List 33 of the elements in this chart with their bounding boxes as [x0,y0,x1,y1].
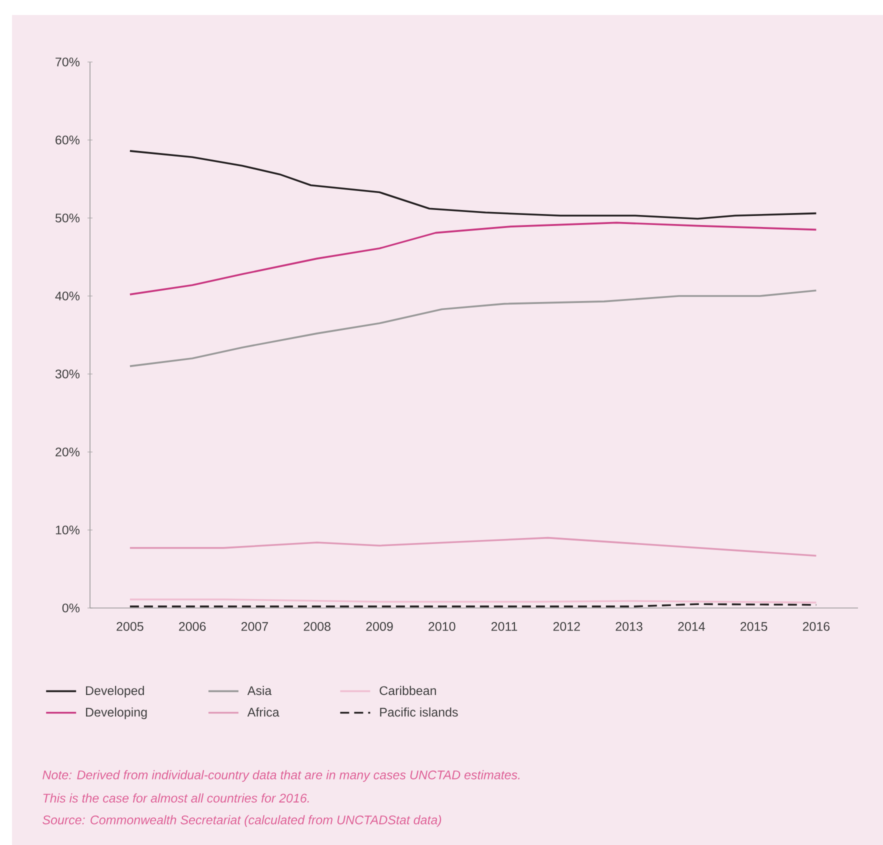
x-tick-label: 2012 [553,622,580,631]
text: Note: Derived from individual-country data that are in many cases UNCTAD estimates. [42,770,520,782]
line-series [129,222,818,296]
x-tick-label: 2014 [678,622,705,631]
x-tick-label: 2006 [179,622,206,631]
y-tick-label: 20% [56,448,80,456]
x-tick-label: 2011 [491,622,518,631]
text: This is the case for almost all countries for 2016. [43,793,309,803]
legend-label: Pacific islands [380,707,458,717]
y-tick-label: 70% [56,58,80,66]
y-tick-label: 0% [62,604,80,612]
x-tick-label: 2010 [428,622,456,631]
y-tick-label: 40% [55,292,80,300]
x-tick-label: 2008 [304,622,330,631]
line-series [129,150,818,220]
line-series [129,536,818,557]
y-tick-label: 30% [55,370,80,378]
legend-label: Asia [247,686,272,696]
y-tick-label: 10% [56,526,80,534]
x-tick-label: 2015 [740,622,768,631]
source-note: Source: Commonwealth Secretariat (calculated from UNCTADStat data) [42,815,442,827]
y-tick-label: 50% [55,214,80,222]
x-tick-label: 2007 [241,622,268,631]
x-tick-label: 2016 [802,622,830,631]
legend-label: Caribbean [380,686,436,696]
legend-label: Developing [86,707,147,720]
x-tick-label: 2013 [616,622,642,631]
legend-label: Africa [247,707,280,717]
x-tick-label: 2005 [116,622,144,631]
legend-label: Developed [86,686,144,698]
x-tick-label: 2009 [366,622,393,631]
line-series [129,290,818,368]
y-tick-label: 60% [56,136,80,144]
